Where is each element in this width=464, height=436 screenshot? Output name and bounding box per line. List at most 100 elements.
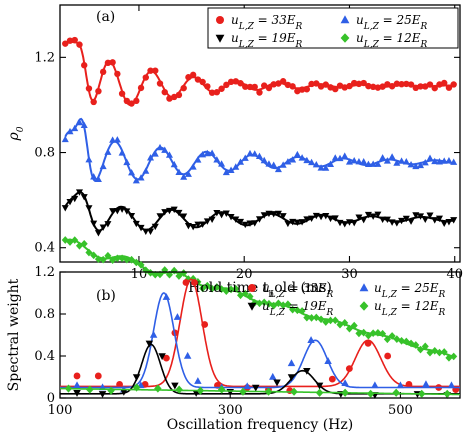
- data-point-a-0: [199, 79, 205, 85]
- legend-label-b-3: uL,Z = 12ER: [374, 299, 446, 318]
- ytick-label: 0.4: [34, 241, 55, 256]
- data-point-a-1: [119, 149, 126, 155]
- data-point-a-0: [152, 67, 158, 73]
- data-point-a-1: [341, 152, 348, 158]
- fit-curve-a-1: [65, 119, 453, 181]
- legend-marker-b-1: [360, 283, 369, 291]
- panel-a-label: (a): [96, 9, 115, 25]
- data-point-b-1-18: [422, 380, 429, 387]
- data-point-a-2: [351, 220, 358, 226]
- data-point-a-1: [190, 163, 197, 169]
- data-point-b-0-0: [74, 373, 81, 380]
- legend-marker-a-0: [216, 16, 224, 24]
- legend-label-b-0: uL,Z = 33ER: [262, 281, 334, 300]
- data-point-b-1-0: [73, 381, 80, 388]
- data-point-a-0: [81, 62, 87, 68]
- data-point-a-1: [403, 158, 410, 164]
- data-point-b-2-10: [273, 380, 280, 387]
- ytick-label-b: 0: [47, 391, 55, 406]
- data-point-a-0: [256, 89, 262, 95]
- ytick-label: 1.2: [34, 50, 55, 65]
- data-point-b-1-6: [174, 313, 181, 320]
- data-point-a-2: [422, 217, 429, 223]
- data-point-a-2: [360, 217, 367, 223]
- data-point-b-1-4: [150, 331, 157, 338]
- data-point-b-3-15: [418, 390, 425, 398]
- data-point-b-0-15: [365, 340, 372, 347]
- data-point-a-0: [252, 84, 258, 90]
- data-point-a-2: [408, 219, 415, 225]
- ytick-label: 0.8: [34, 146, 55, 161]
- data-point-a-1: [62, 136, 69, 142]
- data-point-b-1-13: [307, 336, 314, 343]
- legend-label-b-1: uL,Z = 25ER: [374, 281, 446, 300]
- legend-marker-b-0: [248, 284, 256, 292]
- xtick-label-b: 500: [388, 403, 413, 418]
- data-point-a-0: [100, 69, 106, 75]
- data-point-a-0: [76, 41, 82, 47]
- series-a-1: [62, 119, 457, 184]
- data-point-a-2: [85, 205, 92, 211]
- data-point-b-1-8: [194, 377, 201, 384]
- legend-marker-b-2: [248, 303, 257, 311]
- data-point-a-2: [341, 221, 348, 227]
- data-point-b-2-8: [226, 389, 233, 396]
- data-point-a-0: [90, 99, 96, 105]
- series-b-0: [60, 279, 460, 394]
- data-point-a-0: [143, 74, 149, 80]
- data-point-b-3-13: [367, 390, 374, 398]
- panel-a-legend: uL,Z = 33ER uL,Z = 25ER uL,Z = 19ER uL,Z = …: [208, 8, 458, 50]
- data-point-a-1: [389, 153, 396, 159]
- data-point-b-3-16: [443, 390, 450, 398]
- data-point-b-0-14: [346, 365, 353, 372]
- fit-curve-a-2: [65, 192, 453, 230]
- data-point-b-1-19: [448, 381, 455, 388]
- ytick-label-b: 0.8: [34, 307, 55, 322]
- xtick-label: 30: [341, 267, 358, 282]
- data-point-a-1: [294, 151, 301, 157]
- data-point-a-1: [100, 163, 107, 169]
- data-point-a-2: [218, 212, 225, 218]
- legend-label-b-2: uL,Z = 19ER: [262, 299, 334, 318]
- data-point-b-1-12: [288, 359, 295, 366]
- data-point-b-3-11: [316, 389, 323, 397]
- data-point-a-0: [114, 71, 120, 77]
- data-point-a-0: [109, 59, 115, 65]
- data-point-b-0-8: [201, 321, 208, 328]
- data-point-b-0-6: [183, 279, 190, 286]
- data-point-b-1-14: [324, 357, 331, 364]
- data-point-b-0-7: [191, 279, 198, 286]
- data-point-a-0: [190, 72, 196, 78]
- data-point-b-1-16: [371, 381, 378, 388]
- data-point-b-3-14: [392, 389, 399, 397]
- data-point-a-1: [104, 148, 111, 154]
- data-point-a-0: [289, 83, 295, 89]
- xtick-label-b: 300: [218, 403, 243, 418]
- data-point-a-0: [133, 98, 139, 104]
- data-point-a-2: [147, 229, 154, 235]
- data-point-a-0: [119, 90, 125, 96]
- data-point-b-1-7: [184, 352, 191, 359]
- panel-a-ylabel: ρ0: [6, 126, 26, 141]
- data-point-a-0: [138, 85, 144, 91]
- data-point-a-1: [426, 155, 433, 161]
- data-point-b-0-13: [329, 376, 336, 383]
- data-point-a-0: [180, 85, 186, 91]
- data-point-a-0: [304, 86, 310, 92]
- data-point-b-1-11: [269, 373, 276, 380]
- data-point-a-0: [450, 81, 456, 87]
- data-point-a-2: [441, 221, 448, 227]
- data-point-a-0: [95, 88, 101, 94]
- series-a-2: [62, 189, 457, 236]
- data-point-a-2: [62, 205, 69, 211]
- data-point-a-2: [90, 221, 97, 227]
- data-point-a-0: [176, 92, 182, 98]
- data-point-b-0-16: [384, 353, 391, 360]
- data-point-a-0: [86, 85, 92, 91]
- panel-a-ylabel-text: ρ0: [6, 126, 26, 141]
- data-point-b-3-12: [341, 389, 348, 397]
- legend-marker-b-3: [360, 301, 369, 311]
- data-point-b-2-3: [133, 374, 140, 381]
- data-point-a-1: [123, 159, 130, 165]
